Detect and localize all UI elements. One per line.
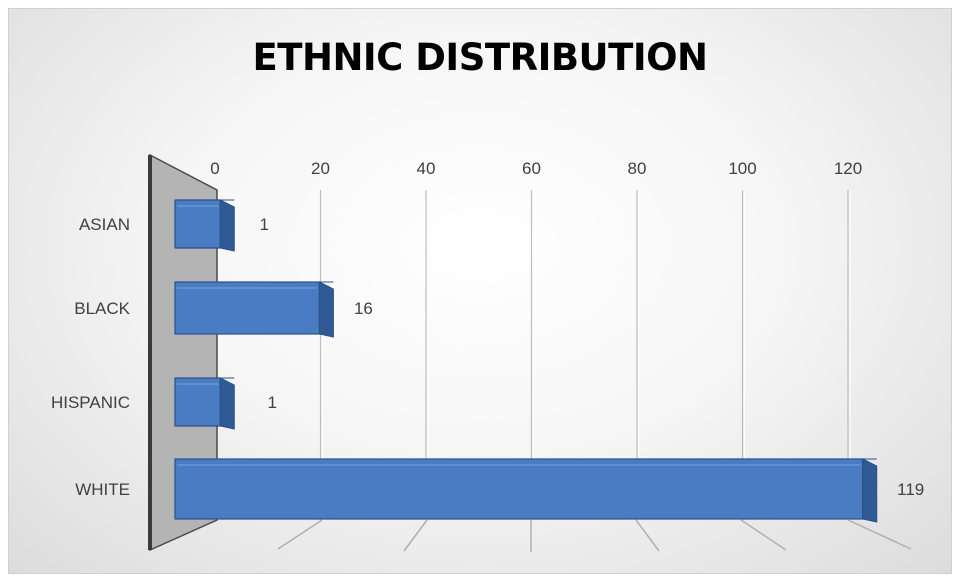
- x-tick-label-100: 100: [728, 159, 756, 178]
- bar-hispanic: [174, 377, 221, 427]
- category-label-asian: ASIAN: [79, 215, 130, 234]
- data-label-hispanic: 1: [268, 393, 277, 412]
- floor-line-100: [740, 519, 787, 551]
- bar-black: [174, 281, 320, 335]
- category-label-black: BLACK: [74, 299, 130, 318]
- x-tick-label-80: 80: [628, 159, 647, 178]
- x-tick-label-40: 40: [417, 159, 436, 178]
- chart-title: ETHNIC DISTRIBUTION: [252, 36, 708, 79]
- floor-line-80: [635, 519, 660, 552]
- floor-line-20: [277, 519, 323, 550]
- x-tick-label-60: 60: [522, 159, 541, 178]
- bar-side-asian: [219, 199, 235, 252]
- data-label-asian: 1: [260, 215, 269, 234]
- bar-asian: [174, 199, 221, 249]
- floor-line-120: [847, 519, 912, 550]
- data-label-white: 119: [897, 480, 924, 499]
- x-tick-label-120: 120: [834, 159, 862, 178]
- x-tick-label-0: 0: [210, 159, 219, 178]
- category-label-hispanic: HISPANIC: [51, 393, 130, 412]
- bar-side-black: [318, 281, 334, 338]
- floor-line-40: [403, 519, 428, 552]
- bar-white: [174, 458, 864, 520]
- bar-side-white: [862, 458, 878, 523]
- category-label-white: WHITE: [75, 480, 130, 499]
- x-tick-label-20: 20: [311, 159, 330, 178]
- bar-side-hispanic: [219, 377, 235, 430]
- data-label-black: 16: [354, 299, 373, 318]
